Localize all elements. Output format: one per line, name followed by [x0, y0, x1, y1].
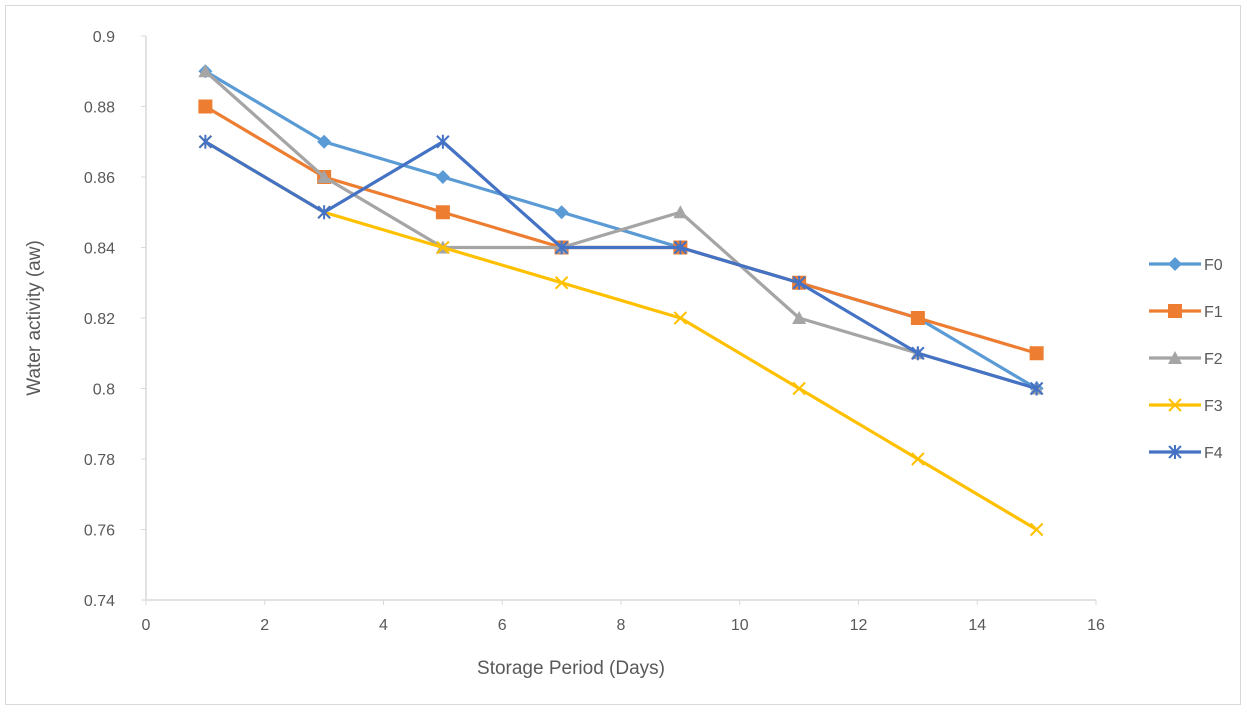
- legend-label: F3: [1204, 398, 1223, 415]
- data-point: [1029, 381, 1044, 396]
- legend-item-f0: F0: [1149, 257, 1223, 274]
- data-point: [1029, 522, 1044, 537]
- x-tick-label: 6: [498, 617, 507, 634]
- data-point: [435, 205, 450, 220]
- data-point: [435, 170, 450, 184]
- series-f2: [198, 64, 1044, 395]
- series-line: [203, 69, 1039, 391]
- data-point: [792, 275, 806, 290]
- legend-label: F2: [1204, 351, 1223, 368]
- series-line: [203, 140, 1039, 391]
- data-point: [554, 205, 569, 220]
- data-point: [317, 205, 331, 220]
- x-tick-label: 16: [1087, 617, 1105, 634]
- legend-item-f1: F1: [1149, 304, 1223, 321]
- data-point: [554, 240, 569, 255]
- series-line: [203, 140, 1039, 532]
- data-point: [554, 276, 569, 290]
- legend-label: F4: [1204, 445, 1223, 462]
- data-point: [673, 311, 688, 325]
- data-point: [436, 240, 450, 255]
- series-f4: [198, 134, 1044, 396]
- legend-item-f4: F4: [1149, 445, 1223, 462]
- data-point: [1168, 257, 1182, 271]
- x-tick-label: 12: [850, 617, 868, 634]
- y-tick-label: 0.9: [93, 29, 115, 46]
- x-tick-label: 14: [968, 617, 986, 634]
- data-point: [1168, 304, 1182, 318]
- data-point: [317, 170, 332, 183]
- data-point: [1168, 351, 1182, 364]
- y-tick-label: 0.78: [84, 452, 115, 469]
- data-point: [673, 240, 688, 255]
- data-point: [792, 381, 806, 396]
- x-tick-label: 8: [617, 617, 626, 634]
- y-tick-label: 0.76: [84, 523, 115, 540]
- y-axis-title: Water activity (aw): [24, 240, 45, 396]
- data-point: [792, 311, 807, 324]
- data-point: [1168, 445, 1182, 459]
- y-tick-label: 0.84: [84, 241, 115, 258]
- y-tick-label: 0.8: [93, 382, 115, 399]
- y-tick-label: 0.86: [84, 170, 115, 187]
- data-point: [198, 64, 213, 78]
- y-tick-label: 0.88: [84, 100, 115, 117]
- x-axis-title: Storage Period (Days): [477, 658, 665, 679]
- x-tick-label: 10: [731, 617, 749, 634]
- data-point: [436, 134, 450, 149]
- data-point: [198, 134, 213, 149]
- legend-item-f3: F3: [1149, 398, 1223, 415]
- x-tick-label: 4: [379, 617, 388, 634]
- x-tick-label: 0: [142, 617, 151, 634]
- data-point: [1168, 398, 1182, 412]
- legend-item-f2: F2: [1149, 351, 1223, 368]
- x-tick-label: 2: [260, 617, 269, 634]
- y-tick-label: 0.74: [84, 593, 115, 610]
- data-point: [911, 452, 925, 466]
- legend-label: F1: [1204, 304, 1223, 321]
- y-tick-label: 0.82: [84, 311, 115, 328]
- series-f3: [198, 135, 1044, 537]
- data-point: [911, 346, 925, 361]
- data-point: [673, 205, 688, 219]
- data-point: [910, 311, 925, 325]
- data-point: [1029, 346, 1044, 361]
- data-point: [317, 134, 332, 149]
- legend-label: F0: [1204, 257, 1223, 274]
- data-point: [198, 99, 213, 114]
